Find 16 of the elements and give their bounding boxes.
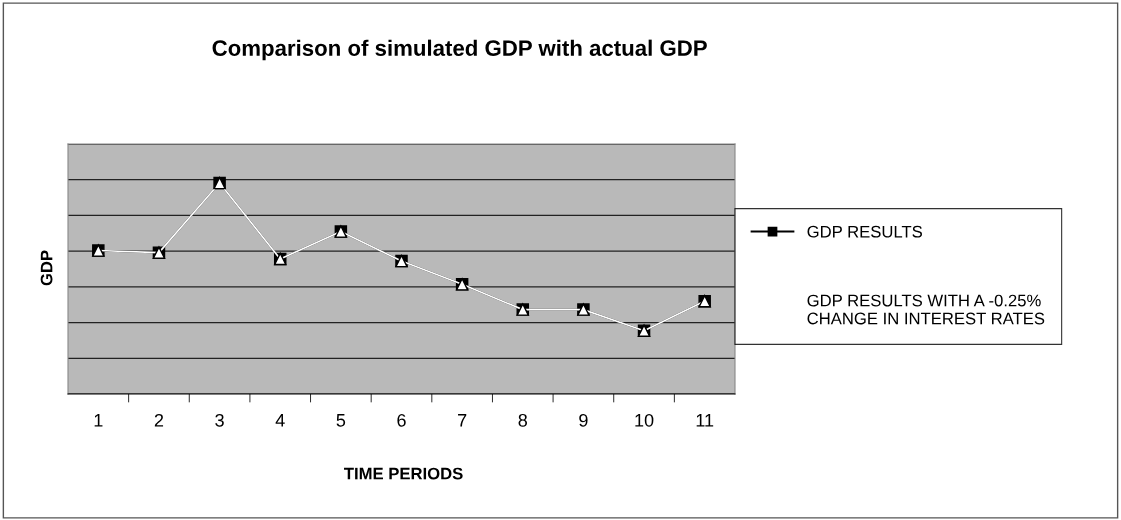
x-tick-label: 5 bbox=[336, 414, 346, 427]
x-tick-label: 7 bbox=[458, 414, 467, 427]
x-tick-label: 4 bbox=[275, 414, 285, 427]
x-tick-label: 9 bbox=[579, 413, 588, 427]
legend-label: GDP RESULTS bbox=[807, 225, 922, 238]
y-axis-title: GDP bbox=[40, 250, 53, 286]
x-axis-title: TIME PERIODS bbox=[344, 467, 463, 480]
x-tick-label: 8 bbox=[518, 413, 528, 427]
x-tick-label: 10 bbox=[635, 413, 654, 427]
text: GDP RESULTS WITH A -0.25% CHANGE IN INTEREST RATES bbox=[807, 294, 1045, 325]
x-tick-label: 2 bbox=[154, 413, 164, 427]
chart-title: Comparison of simulated GDP with actual GDP bbox=[212, 39, 707, 61]
x-tick-label: 3 bbox=[215, 413, 224, 427]
x-tick-label: 1 bbox=[94, 414, 103, 427]
x-tick-label: 6 bbox=[397, 413, 406, 427]
x-tick-label: 11 bbox=[696, 414, 714, 427]
